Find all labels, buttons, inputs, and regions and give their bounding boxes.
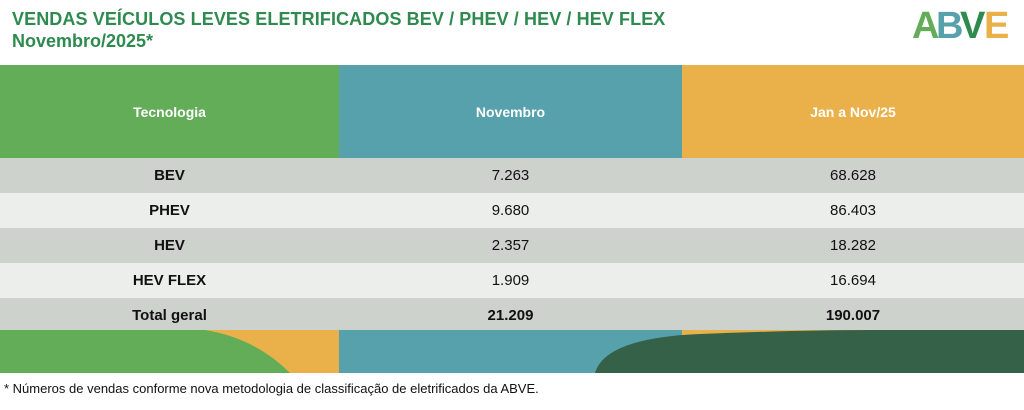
table-total-row: Total geral 21.209 190.007: [0, 298, 1024, 333]
page-title: VENDAS VEÍCULOS LEVES ELETRIFICADOS BEV …: [12, 9, 666, 29]
decorative-footer-band: [0, 330, 1024, 373]
table-header: Tecnologia Novembro Jan a Nov/25: [0, 65, 1024, 158]
svg-text:E: E: [984, 5, 1008, 44]
cell-tecnologia: HEV FLEX: [132, 272, 207, 289]
cell-tecnologia: HEV: [154, 237, 185, 254]
svg-text:A: A: [912, 5, 939, 44]
svg-text:V: V: [960, 5, 986, 44]
cell-novembro: 9.680: [491, 202, 530, 219]
sales-table: Tecnologia Novembro Jan a Nov/25 BEV 7.2…: [0, 65, 1024, 373]
cell-acumulado: 68.628: [830, 167, 876, 184]
cell-novembro: 2.357: [491, 237, 530, 254]
cell-total-novembro: 21.209: [487, 307, 534, 324]
cell-tecnologia: PHEV: [149, 202, 190, 219]
cell-acumulado: 18.282: [830, 237, 876, 254]
cell-acumulado: 86.403: [830, 202, 876, 219]
header-jan-a-nov: Jan a Nov/25: [682, 65, 1024, 158]
cell-acumulado: 16.694: [830, 272, 876, 289]
table-body: BEV 7.263 68.628 PHEV 9.680 86.403 HEV 2…: [0, 158, 1024, 333]
header-tecnologia: Tecnologia: [0, 65, 339, 158]
footnote: * Números de vendas conforme nova metodo…: [4, 381, 539, 396]
table-row: HEV FLEX 1.909 16.694: [0, 263, 1024, 298]
abve-logo: A B V E: [912, 4, 1012, 44]
header-novembro: Novembro: [339, 65, 682, 158]
page-title-block: VENDAS VEÍCULOS LEVES ELETRIFICADOS BEV …: [12, 8, 665, 52]
cell-total-label: Total geral: [132, 307, 207, 324]
table-row: BEV 7.263 68.628: [0, 158, 1024, 193]
svg-text:B: B: [936, 5, 962, 44]
page-subtitle: Novembro/2025*: [12, 31, 154, 51]
cell-tecnologia: BEV: [154, 167, 185, 184]
table-row: PHEV 9.680 86.403: [0, 193, 1024, 228]
cell-novembro: 1.909: [491, 272, 530, 289]
cell-novembro: 7.263: [491, 167, 530, 184]
cell-total-acumulado: 190.007: [825, 307, 881, 324]
table-row: HEV 2.357 18.282: [0, 228, 1024, 263]
